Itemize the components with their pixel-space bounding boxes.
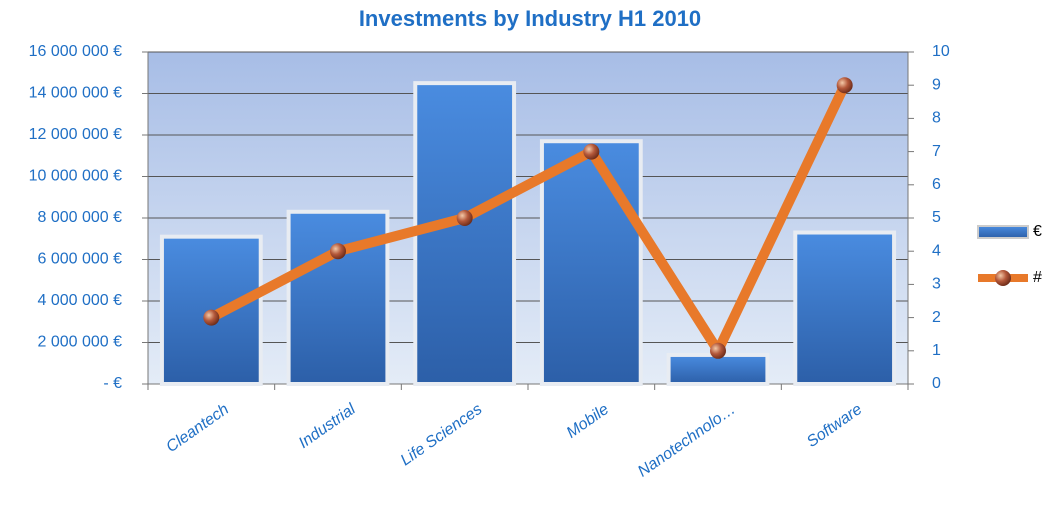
y2-tick-label: 10 [932,43,950,60]
bar [539,139,643,386]
bar [413,81,517,386]
line-marker [583,143,600,160]
y2-tick-label: 3 [932,276,941,293]
x-tick-label: Industrial [296,401,359,452]
x-tick-label: Cleantech [163,401,232,456]
legend-label: # [1033,269,1042,286]
line-marker [203,309,220,326]
line-marker [836,77,853,94]
x-tick-label: Life Sciences [398,401,486,470]
y2-tick-label: 9 [932,76,941,93]
y2-tick-label: 0 [932,375,941,392]
y2-tick-label: 6 [932,176,941,193]
x-tick-label: Nanotechnolo… [635,401,739,481]
bar [286,209,390,386]
bar [666,352,770,387]
line [209,83,850,356]
bar [793,230,897,386]
legend-marker [995,270,1011,286]
y2-tick-label: 2 [932,309,941,326]
x-tick-label: Mobile [564,401,612,442]
line-marker [330,243,346,260]
y2-tick-label: 1 [932,342,941,359]
y-tick-label: 12 000 000 € [29,126,123,143]
y2-tick-label: 8 [932,110,941,127]
y-tick-label: 10 000 000 € [29,168,123,185]
y-tick-label: 4 000 000 € [37,292,122,309]
line-marker [710,342,726,359]
y-tick-label: 6 000 000 € [37,251,122,268]
chart-title: Investments by Industry H1 2010 [359,6,701,31]
legend-label: € [1033,223,1042,240]
y2-tick-label: 7 [932,143,941,160]
y2-tick-label: 4 [932,242,941,259]
y-tick-label: 2 000 000 € [37,334,122,351]
y2-tick-label: 5 [932,209,941,226]
y-tick-label: - € [103,375,122,392]
y-tick-label: 16 000 000 € [29,43,123,60]
y-tick-label: 14 000 000 € [29,85,123,102]
x-tick-label: Software [804,401,866,451]
line-marker [456,210,473,226]
legend-swatch [977,225,1029,239]
y-tick-label: 8 000 000 € [37,209,122,226]
